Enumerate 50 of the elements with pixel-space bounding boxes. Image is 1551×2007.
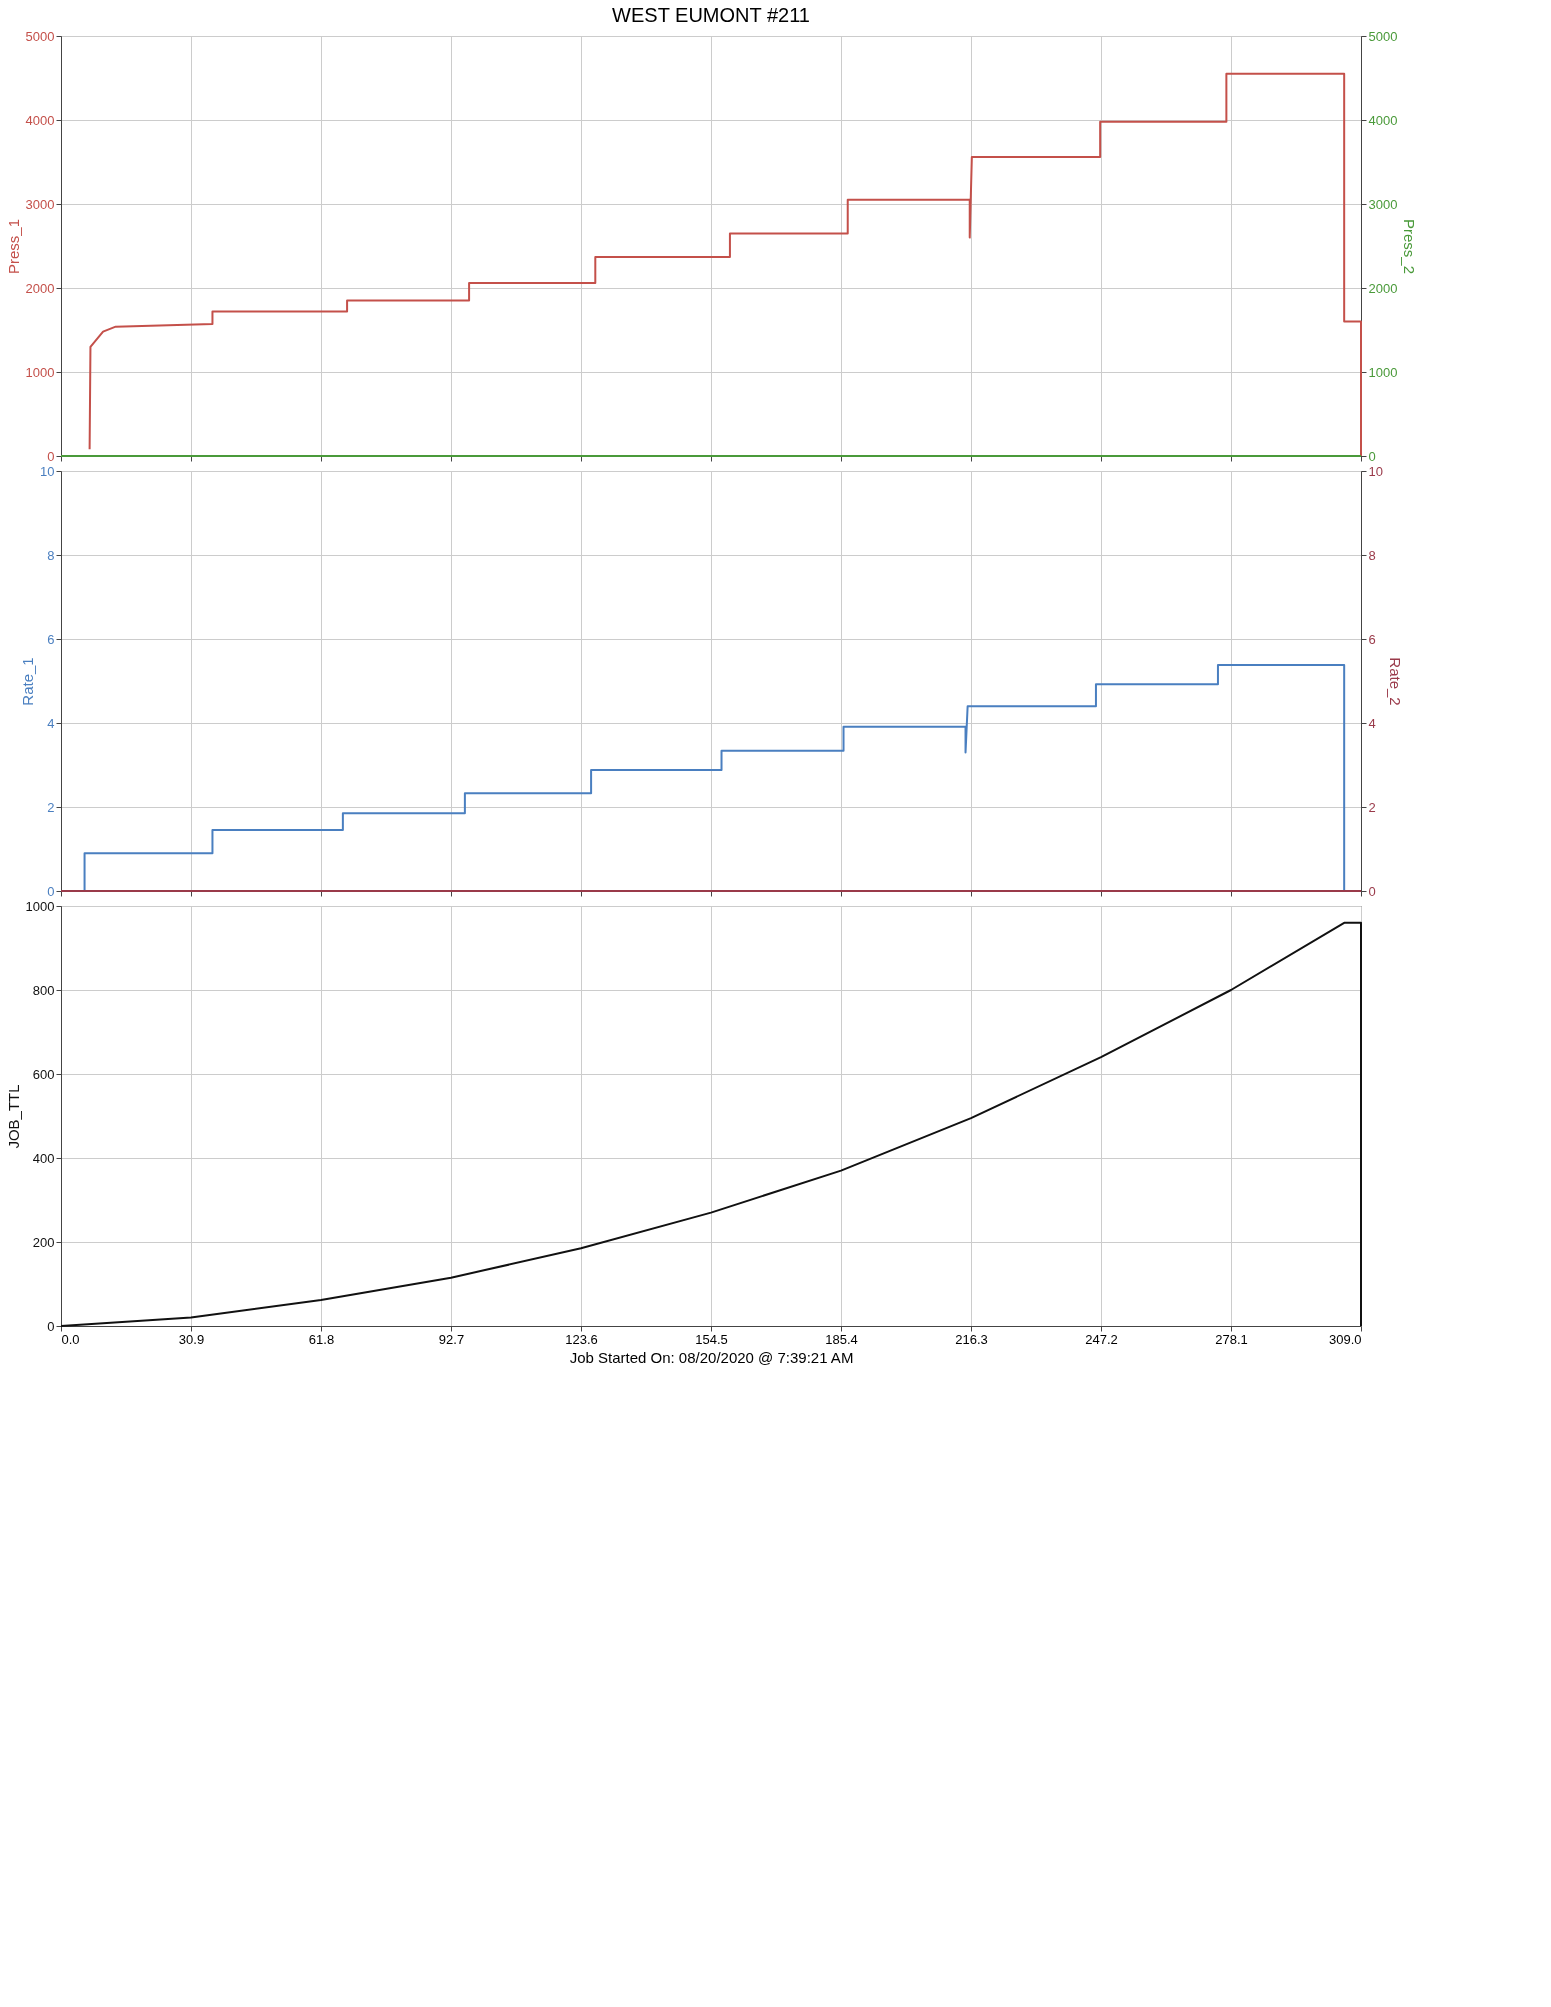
x-tick-label: 247.2 xyxy=(1085,1331,1118,1347)
line-series xyxy=(88,72,1362,457)
x-tick-label: 61.8 xyxy=(308,1331,335,1347)
y-tick-label: 600 xyxy=(32,1066,55,1082)
y2-tick-label: 4 xyxy=(1368,715,1376,731)
y-tick-label: 10 xyxy=(40,463,55,479)
y2-tick-label: 4000 xyxy=(1368,112,1398,128)
y2-tick-label: 3000 xyxy=(1368,196,1398,212)
y2-tick-label: 6 xyxy=(1368,631,1376,647)
y2-tick-label: 5000 xyxy=(1368,28,1398,44)
y-tick-label: 200 xyxy=(32,1234,55,1250)
y-tick-label: 0 xyxy=(47,883,55,899)
x-tick-label: 30.9 xyxy=(178,1331,205,1347)
x-tick-label: 185.4 xyxy=(825,1331,858,1347)
y-tick-label: 6 xyxy=(47,631,55,647)
y2-tick-label: 8 xyxy=(1368,547,1376,563)
y-tick-label: 800 xyxy=(32,982,55,998)
y-tick-label: 8 xyxy=(47,547,55,563)
y-tick-label: 5000 xyxy=(25,28,55,44)
text: Rate_1 xyxy=(19,657,37,706)
x-tick-label: 154.5 xyxy=(695,1331,728,1347)
y-tick-label: 4 xyxy=(47,715,55,731)
text: Press_1 xyxy=(4,218,22,275)
x-tick-label: 123.6 xyxy=(565,1331,598,1347)
y-tick-label: 400 xyxy=(32,1150,55,1166)
line-series xyxy=(83,664,1346,892)
y-tick-label: 0 xyxy=(47,1318,55,1334)
x-tick-label: 278.1 xyxy=(1215,1331,1248,1347)
y-tick-label: 2000 xyxy=(25,280,55,296)
y-tick-label: 1000 xyxy=(25,364,55,380)
y-tick-label: 3000 xyxy=(25,196,55,212)
y2-tick-label: 0 xyxy=(1368,883,1376,899)
y2-tick-label: 10 xyxy=(1368,463,1383,479)
y-tick-label: 1000 xyxy=(25,898,55,914)
y2-tick-label: 2000 xyxy=(1368,280,1398,296)
text: JOB_TTL xyxy=(4,1084,22,1149)
y-tick-label: 2 xyxy=(47,799,55,815)
y2-tick-label: 1000 xyxy=(1368,364,1398,380)
y2-tick-label: 0 xyxy=(1368,448,1376,464)
x-tick-label: 309.0 xyxy=(1328,1331,1362,1347)
x-tick-label: 216.3 xyxy=(955,1331,988,1347)
x-tick-label: 0.0 xyxy=(61,1331,80,1347)
text: Rate_2 xyxy=(1386,657,1404,706)
x-tick-label: 92.7 xyxy=(438,1331,465,1347)
chart-title: WEST EUMONT #211 xyxy=(612,4,810,26)
text: Press_2 xyxy=(1401,218,1419,275)
x-axis-title: Job Started On: 08/20/2020 @ 7:39:21 AM xyxy=(569,1348,854,1366)
y-tick-label: 0 xyxy=(47,448,55,464)
y2-tick-label: 2 xyxy=(1368,799,1376,815)
y-tick-label: 4000 xyxy=(25,112,55,128)
